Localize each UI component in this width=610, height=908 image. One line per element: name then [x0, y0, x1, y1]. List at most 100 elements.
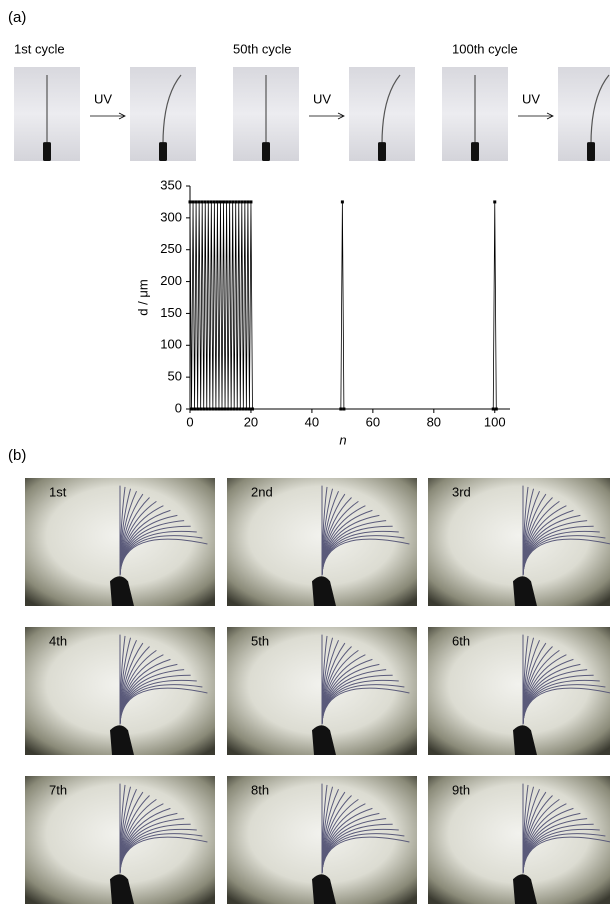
fiber — [119, 687, 208, 725]
data-point — [211, 407, 215, 411]
holder — [312, 874, 336, 904]
frame-label: 4th — [49, 633, 67, 648]
data-point — [202, 407, 206, 411]
fiber — [119, 538, 208, 576]
arrow-label: UV — [522, 91, 540, 106]
panel-label: (a) — [8, 9, 26, 26]
arrow-head — [118, 112, 126, 120]
photo: 8th — [227, 776, 417, 904]
frame-label: 6th — [452, 633, 470, 648]
photo — [558, 67, 610, 161]
holder — [110, 874, 134, 904]
arrow-label: UV — [94, 91, 112, 106]
holder — [159, 142, 167, 161]
data-point — [238, 407, 242, 411]
data-point — [193, 407, 197, 411]
data-point — [206, 200, 210, 204]
cycle-label: 100th cycle — [452, 41, 518, 56]
photo: 7th — [25, 776, 215, 904]
y-axis-label: d / μm — [135, 279, 150, 315]
x-tick-label: 20 — [244, 414, 258, 429]
holder — [110, 576, 134, 606]
data-point — [199, 407, 203, 411]
arrow-head — [337, 112, 345, 120]
y-tick-label: 350 — [160, 177, 182, 192]
photo: 1st — [25, 478, 215, 606]
data-point — [246, 200, 250, 204]
holder — [43, 142, 51, 161]
data-point — [226, 407, 230, 411]
data-point — [342, 407, 346, 411]
y-tick-label: 200 — [160, 273, 182, 288]
photo: 5th — [227, 627, 417, 755]
data-line — [189, 201, 497, 410]
data-point — [244, 407, 248, 411]
cycle-label: 50th cycle — [233, 41, 292, 56]
data-point — [229, 407, 233, 411]
data-point — [222, 200, 226, 204]
data-point — [220, 407, 224, 411]
photo: 9th — [428, 776, 610, 904]
data-point — [491, 407, 495, 411]
fiber — [321, 836, 410, 874]
frame-label: 7th — [49, 782, 67, 797]
data-point — [225, 200, 229, 204]
fiber — [522, 836, 610, 874]
photo-bg — [558, 67, 610, 161]
arrow-label: UV — [313, 91, 331, 106]
holder — [110, 725, 134, 755]
holder — [513, 576, 537, 606]
fiber — [522, 687, 610, 725]
frame-label: 2nd — [251, 484, 273, 499]
data-point — [243, 200, 247, 204]
x-tick-label: 100 — [484, 414, 506, 429]
frame-label: 9th — [452, 782, 470, 797]
photo: 3rd — [428, 478, 610, 606]
y-tick-label: 250 — [160, 241, 182, 256]
x-tick-label: 60 — [366, 414, 380, 429]
y-tick-label: 0 — [175, 400, 182, 415]
data-point — [493, 200, 497, 204]
holder — [513, 725, 537, 755]
x-tick-label: 40 — [305, 414, 319, 429]
photo — [130, 67, 196, 161]
holder — [471, 142, 479, 161]
data-point — [212, 200, 216, 204]
frame-label: 5th — [251, 633, 269, 648]
data-point — [208, 407, 212, 411]
data-point — [237, 200, 241, 204]
data-point — [214, 407, 218, 411]
data-point — [215, 200, 219, 204]
data-point — [228, 200, 232, 204]
photo — [442, 67, 508, 161]
y-tick-label: 300 — [160, 209, 182, 224]
holder — [262, 142, 270, 161]
data-point — [231, 200, 235, 204]
data-point — [250, 407, 254, 411]
data-point — [249, 200, 253, 204]
photo — [349, 67, 415, 161]
data-point — [218, 200, 222, 204]
photo: 2nd — [227, 478, 417, 606]
data-point — [209, 200, 213, 204]
data-point — [240, 200, 244, 204]
y-tick-label: 50 — [168, 369, 182, 384]
frame-label: 8th — [251, 782, 269, 797]
cycle-label: 1st cycle — [14, 41, 65, 56]
x-axis-label: n — [339, 432, 346, 447]
arrow-head — [546, 112, 554, 120]
fiber — [590, 74, 610, 145]
fiber — [321, 687, 410, 725]
holder — [312, 576, 336, 606]
y-tick-label: 150 — [160, 305, 182, 320]
data-point — [339, 407, 343, 411]
photo — [14, 67, 80, 161]
x-tick-label: 80 — [427, 414, 441, 429]
photo — [233, 67, 299, 161]
fiber — [321, 538, 410, 576]
data-point — [196, 407, 200, 411]
data-point — [194, 200, 198, 204]
data-point — [234, 200, 238, 204]
frame-label: 1st — [49, 484, 67, 499]
holder — [312, 725, 336, 755]
